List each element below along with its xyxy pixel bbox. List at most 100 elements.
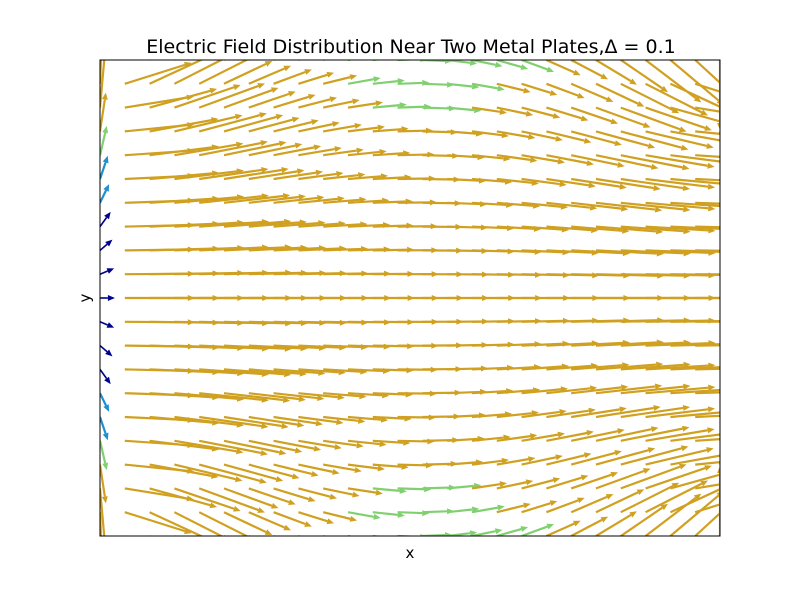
field-arrow-shaft <box>521 365 563 371</box>
field-arrow-head <box>650 426 659 433</box>
field-arrow-shaft <box>397 105 425 109</box>
field-arrow-head <box>499 108 507 115</box>
field-arrow-shaft <box>149 60 204 85</box>
field-arrow-head <box>282 396 291 403</box>
field-arrow-shaft <box>174 392 238 400</box>
field-arrow-head <box>614 140 622 147</box>
field-arrow-shaft <box>595 225 657 233</box>
field-arrow-shaft <box>198 439 262 455</box>
field-arrow-shaft <box>347 368 384 373</box>
field-arrow-head <box>264 60 273 67</box>
field-arrow-head <box>104 211 111 220</box>
field-arrow-shaft <box>198 487 259 512</box>
field-arrow-shaft <box>694 60 720 85</box>
field-arrow-shaft <box>322 487 353 496</box>
field-arrow-head <box>294 447 303 454</box>
field-arrow-shaft <box>695 461 720 466</box>
field-arrow-shaft <box>248 67 286 85</box>
field-arrow-shaft <box>670 433 720 442</box>
field-arrow-shaft <box>199 415 262 428</box>
field-arrow-head <box>298 193 306 200</box>
field-arrow-shaft <box>198 84 259 109</box>
field-arrow-head <box>610 471 619 478</box>
field-arrow-shaft <box>521 525 548 536</box>
field-arrow-shaft <box>149 511 204 536</box>
field-arrow-head <box>257 83 265 89</box>
field-arrow-head <box>525 110 534 117</box>
field-arrow-shaft <box>571 364 623 371</box>
field-arrow-head <box>270 502 279 509</box>
field-arrow-shaft <box>323 415 359 422</box>
field-arrow-shaft <box>595 491 639 514</box>
field-arrow-head <box>528 133 536 140</box>
field-arrow-head <box>291 116 300 123</box>
field-arrow-shaft <box>124 511 186 533</box>
field-arrow-shaft <box>570 60 603 78</box>
field-arrow-shaft <box>571 201 622 210</box>
field-arrow-head <box>332 121 340 128</box>
field-arrow-shaft <box>645 466 706 490</box>
field-arrow-shaft <box>546 476 582 490</box>
field-arrow-shaft <box>248 463 293 478</box>
field-arrow-head <box>717 123 720 130</box>
field-arrow-shaft <box>570 518 603 536</box>
field-arrow-head <box>647 447 656 454</box>
field-arrow-shaft <box>595 201 656 211</box>
field-arrow-shaft <box>521 456 557 466</box>
field-arrow-head <box>373 76 381 83</box>
field-arrow-head <box>358 172 366 179</box>
field-arrow-head <box>636 489 645 496</box>
field-arrow-shaft <box>347 126 379 133</box>
field-arrow-shaft <box>100 416 107 434</box>
field-arrow-shaft <box>174 143 237 157</box>
field-arrow-head <box>494 61 503 68</box>
field-arrow-head <box>559 408 567 415</box>
field-arrow-shaft <box>521 433 559 442</box>
chart-title: Electric Field Distribution Near Two Met… <box>146 36 675 58</box>
field-arrow-shaft <box>670 177 720 185</box>
field-arrow-head <box>678 126 687 133</box>
field-arrow-shaft <box>100 132 107 156</box>
field-arrow-head <box>102 155 109 164</box>
field-arrow-shaft <box>174 487 235 510</box>
field-arrow-shaft <box>149 487 211 507</box>
field-arrow-head <box>629 511 637 518</box>
field-arrow-shaft <box>149 415 213 424</box>
field-arrow-head <box>352 491 360 498</box>
field-arrow-shaft <box>347 150 380 157</box>
field-arrow-shaft <box>199 220 263 228</box>
field-arrow-head <box>235 113 243 120</box>
field-arrow-head <box>336 170 344 177</box>
field-arrow-head <box>313 144 322 151</box>
field-arrow-head <box>636 100 645 107</box>
field-arrow-shaft <box>546 431 588 442</box>
field-arrow-head <box>619 183 627 190</box>
field-arrow-head <box>298 396 306 403</box>
field-arrow-head <box>523 502 531 509</box>
field-arrow-shaft <box>149 119 212 133</box>
field-arrow-shaft <box>248 195 300 204</box>
field-arrow-head <box>605 96 614 102</box>
field-arrow-shaft <box>695 367 720 371</box>
field-arrow-head <box>683 206 691 213</box>
field-arrow-head <box>600 516 609 523</box>
field-arrow-shaft <box>471 389 507 395</box>
field-arrow-head <box>580 474 589 481</box>
field-arrow-shaft <box>100 464 106 497</box>
field-arrow-shaft <box>521 479 554 490</box>
field-arrow-head <box>706 447 714 453</box>
field-arrow-head <box>283 524 292 531</box>
field-arrow-shaft <box>695 438 720 442</box>
field-arrow-head <box>653 185 661 191</box>
field-arrow-shaft <box>521 154 559 163</box>
field-arrow-shaft <box>100 392 108 407</box>
field-arrow-shaft <box>223 168 282 181</box>
field-arrow-shaft <box>496 527 522 536</box>
field-arrow-shaft <box>347 463 379 470</box>
field-arrow-shaft <box>347 439 380 446</box>
field-arrow-head <box>356 147 364 154</box>
field-arrow-head <box>349 74 358 81</box>
field-arrow-shaft <box>298 439 336 449</box>
field-arrow-head <box>294 142 303 149</box>
field-arrow-shaft <box>695 391 720 395</box>
